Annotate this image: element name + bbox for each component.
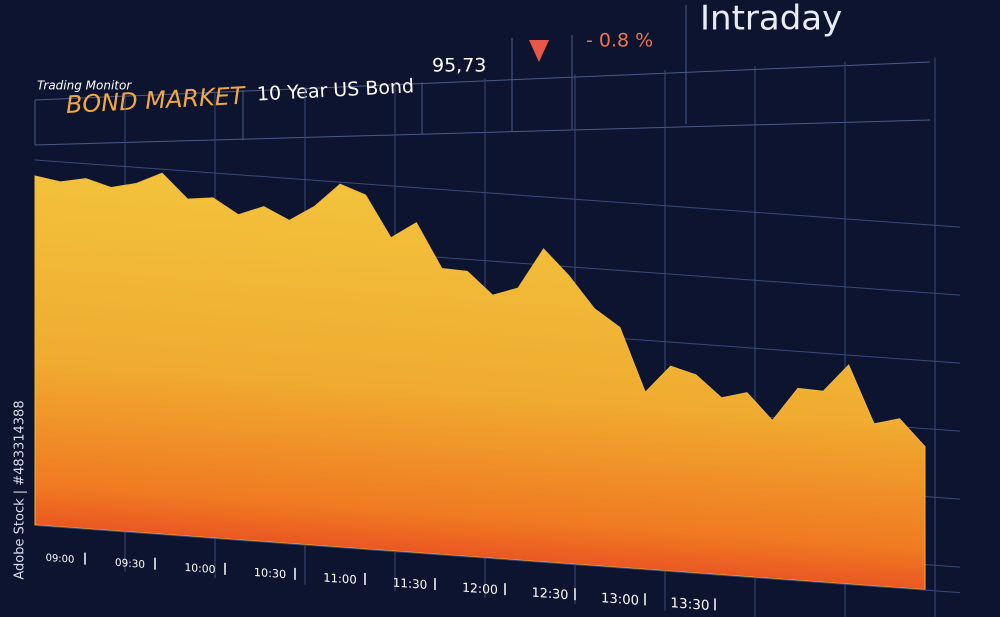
change: - 0.8 % (586, 30, 653, 52)
x-tick-label: 13:00 (601, 591, 639, 609)
x-tick-label: 09:30 (115, 557, 145, 571)
x-tick-label: 11:00 (323, 570, 356, 586)
watermark: Adobe Stock | #483314388 (13, 400, 28, 579)
x-tick-label: 12:00 (462, 580, 498, 598)
grid-line (35, 159, 960, 228)
x-tick-label: 10:00 (184, 561, 215, 576)
x-tick-label: 11:30 (393, 575, 428, 591)
header (34, 5, 931, 146)
period: Intraday (700, 0, 842, 39)
area (34, 172, 926, 591)
plot-area: 09:00 09:30 10:00 10:30 11:00 11:30 12:00 12:30… (34, 57, 960, 617)
baseline (35, 525, 960, 594)
subtitle: Trading Monitor (37, 79, 132, 93)
x-tick-label: 13:30 (670, 595, 709, 614)
x-tick-label: 12:30 (532, 586, 569, 604)
down-arrow (529, 40, 549, 62)
price: 95,73 (432, 55, 486, 77)
x-tick-label: 10:30 (254, 566, 286, 581)
x-tick-label: 09:00 (46, 553, 75, 566)
